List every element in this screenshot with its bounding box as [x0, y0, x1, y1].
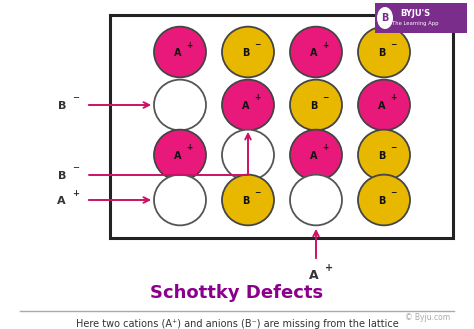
Text: −: − [72, 93, 79, 103]
Ellipse shape [154, 27, 206, 77]
Text: +: + [390, 93, 396, 103]
Text: −: − [254, 40, 260, 49]
Text: A: A [309, 269, 319, 282]
Text: A: A [174, 151, 182, 161]
Ellipse shape [290, 27, 342, 77]
Ellipse shape [154, 80, 206, 130]
Text: −: − [322, 93, 328, 103]
Text: A: A [310, 151, 318, 161]
Text: B: B [58, 101, 66, 111]
Text: +: + [322, 40, 328, 49]
Ellipse shape [222, 27, 274, 77]
Text: The Learning App: The Learning App [392, 20, 438, 26]
Text: B: B [242, 48, 250, 58]
Text: +: + [254, 93, 260, 103]
Bar [110, 15, 453, 238]
Ellipse shape [222, 80, 274, 130]
Text: −: − [390, 189, 396, 197]
Text: B: B [310, 101, 318, 111]
Text: B: B [58, 171, 66, 181]
Text: B: B [242, 196, 250, 206]
Text: B: B [378, 48, 386, 58]
Text: B: B [378, 196, 386, 206]
Text: −: − [390, 143, 396, 153]
Text: A: A [242, 101, 250, 111]
Ellipse shape [290, 130, 342, 180]
Ellipse shape [377, 7, 393, 29]
Ellipse shape [358, 175, 410, 225]
Text: © Byju.com: © Byju.com [405, 313, 450, 322]
Text: +: + [186, 40, 192, 49]
Ellipse shape [358, 27, 410, 77]
Text: A: A [310, 48, 318, 58]
Text: A: A [174, 48, 182, 58]
Ellipse shape [358, 80, 410, 130]
Text: −: − [390, 40, 396, 49]
Ellipse shape [358, 130, 410, 180]
Text: B: B [378, 151, 386, 161]
Text: +: + [72, 189, 79, 197]
Bar [375, 3, 467, 33]
Ellipse shape [154, 175, 206, 225]
Ellipse shape [154, 130, 206, 180]
Ellipse shape [290, 80, 342, 130]
Text: −: − [254, 189, 260, 197]
Ellipse shape [222, 175, 274, 225]
Text: +: + [322, 143, 328, 153]
Text: −: − [72, 164, 79, 172]
Text: BYJU'S: BYJU'S [400, 9, 430, 17]
Text: B: B [381, 13, 389, 23]
Text: A: A [378, 101, 386, 111]
Text: A: A [57, 196, 66, 206]
Text: Here two cations (A⁺) and anions (B⁻) are missing from the lattice: Here two cations (A⁺) and anions (B⁻) ar… [76, 319, 398, 329]
Text: +: + [325, 263, 333, 273]
Ellipse shape [222, 130, 274, 180]
Ellipse shape [290, 175, 342, 225]
Text: Schottky Defects: Schottky Defects [150, 284, 324, 302]
Text: +: + [186, 143, 192, 153]
